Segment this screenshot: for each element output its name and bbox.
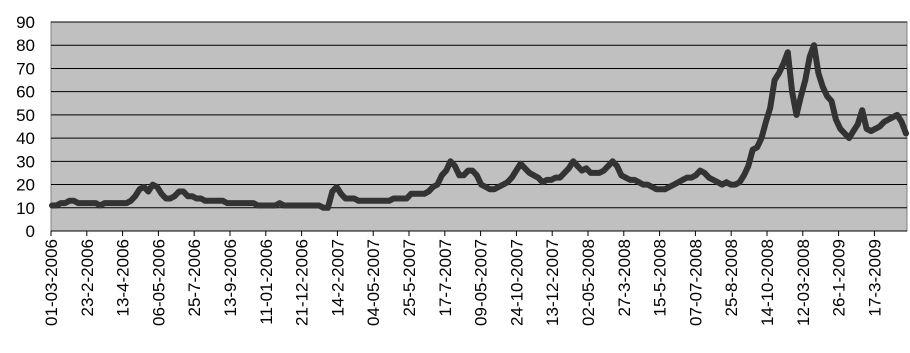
y-tick-label: 0 xyxy=(26,222,35,241)
y-tick-label: 50 xyxy=(16,106,35,125)
x-tick-label: 07-07-2008 xyxy=(686,239,705,326)
x-tick-label: 09-05-2007 xyxy=(472,239,491,326)
x-tick-label: 14-2-2007 xyxy=(328,239,347,317)
x-tick-label: 13-9-2006 xyxy=(221,239,240,317)
plot-area xyxy=(50,21,908,232)
gridlines xyxy=(51,21,907,209)
x-tick-label: 25-8-2008 xyxy=(722,239,741,317)
x-axis-ticks: 01-03-2006 23-2-2006 13-4-2006 06-05-2006 25… xyxy=(42,231,884,326)
y-tick-label: 10 xyxy=(16,199,35,218)
x-tick-label: 25-7-2006 xyxy=(185,239,204,317)
y-tick-label: 40 xyxy=(16,129,35,148)
y-tick-label: 70 xyxy=(16,59,35,78)
y-tick-label: 30 xyxy=(16,152,35,171)
x-tick-label: 04-05-2007 xyxy=(364,239,383,326)
x-tick-label: 11-01-2006 xyxy=(257,239,276,325)
x-tick-label: 17-7-2007 xyxy=(436,239,455,317)
x-tick-label: 15-5-2008 xyxy=(651,239,670,317)
x-tick-label: 12-03-2008 xyxy=(794,239,813,326)
x-tick-label: 14-10-2008 xyxy=(758,239,777,326)
x-tick-label: 13-4-2006 xyxy=(114,239,133,317)
series-line xyxy=(49,42,909,211)
x-tick-label: 17-3-2009 xyxy=(865,239,884,317)
y-tick-label: 20 xyxy=(16,176,35,195)
x-tick-label: 25-5-2007 xyxy=(400,239,419,317)
y-tick-label: 60 xyxy=(16,83,35,102)
x-tick-label: 26-1-2009 xyxy=(830,239,849,317)
x-tick-label: 13-12-2007 xyxy=(543,239,562,326)
x-tick-label: 01-03-2006 xyxy=(42,239,61,326)
x-tick-label: 06-05-2006 xyxy=(149,239,168,326)
x-tick-label: 24-10-2007 xyxy=(507,239,526,326)
x-tick-label: 27-3-2008 xyxy=(615,239,634,317)
y-tick-label: 90 xyxy=(16,13,35,32)
x-tick-label: 23-2-2006 xyxy=(78,239,97,317)
y-axis-ticks: 0 10 20 30 40 50 60 70 80 90 xyxy=(16,13,35,241)
x-tick-label: 21-12-2006 xyxy=(293,239,312,326)
x-tick-label: 02-05-2008 xyxy=(579,239,598,326)
y-tick-label: 80 xyxy=(16,36,35,55)
